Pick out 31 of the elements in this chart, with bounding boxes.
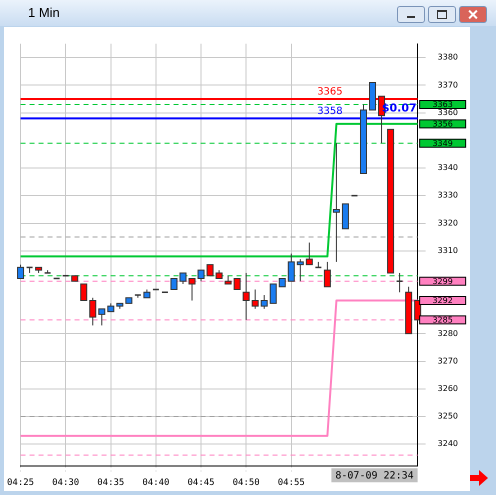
x-tick-label: 04:50 xyxy=(232,478,260,488)
x-tick-label: 04:30 xyxy=(52,478,80,488)
x-tick-label: 04:40 xyxy=(142,478,170,488)
y-tick-label: 3320 xyxy=(438,218,458,228)
y-tick-label: 3270 xyxy=(438,356,458,366)
ref-line-label: 3349 xyxy=(432,138,453,148)
ref-line-label: 3363 xyxy=(432,100,453,110)
candlestick xyxy=(26,266,34,274)
y-tick-label: 3260 xyxy=(438,384,458,393)
ref-line-label: 3365 xyxy=(317,86,343,98)
x-tick-label: 04:35 xyxy=(97,478,124,488)
x-tick-label: 04:25 xyxy=(7,478,34,488)
y-tick-label: 3330 xyxy=(438,190,458,200)
y-tick-label: 3310 xyxy=(438,246,458,255)
candlestick xyxy=(396,272,404,293)
ref-line-label: 3299 xyxy=(432,276,453,286)
ref-line-label: 3358 xyxy=(317,106,343,117)
data-label: 3356 xyxy=(432,119,453,128)
ref-line-label: 3285 xyxy=(432,315,453,324)
y-tick-label: 3370 xyxy=(438,80,458,90)
chart-title: 1 Min xyxy=(28,5,60,20)
data-label: 3292 xyxy=(432,296,453,306)
y-tick-label: 3380 xyxy=(438,52,458,62)
y-tick-label: 3340 xyxy=(438,163,458,172)
y-tick-label: 3280 xyxy=(438,328,458,338)
y-tick-label: 3240 xyxy=(438,439,458,448)
y-tick-label: 3250 xyxy=(438,412,458,421)
text: 8-07-09 22:34 xyxy=(335,470,414,482)
x-tick-label: 04:55 xyxy=(278,478,305,488)
y-tick-label: 3360 xyxy=(438,108,458,117)
x-tick-label: 04:45 xyxy=(187,478,215,488)
